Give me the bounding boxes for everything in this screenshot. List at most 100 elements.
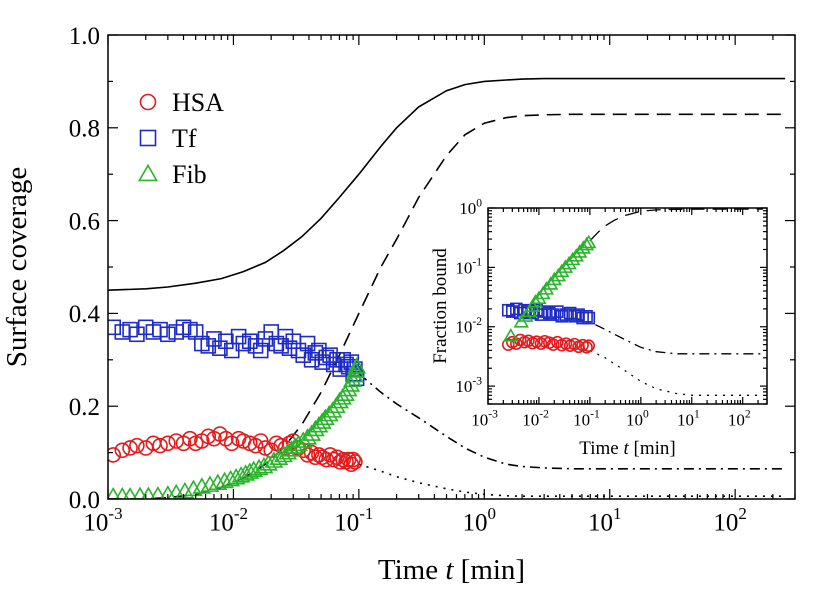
data-point-tf [530,303,543,317]
data-point-hsa [335,451,351,468]
data-point-tf [543,306,556,320]
data-point-fib [269,448,289,466]
model-curve-dashdot [358,373,786,470]
data-point-tf [572,308,585,321]
data-point-fib [571,244,588,258]
data-point-tf [295,347,312,363]
data-point-fib [518,308,534,322]
data-point-fib [531,290,547,304]
model-curve-dotted [574,346,763,396]
data-point-tf [568,309,581,323]
data-point-fib [581,234,597,249]
data-point-tf [160,326,176,343]
inset-y-axis-title: Fraction bound [430,248,451,364]
y-tick-label: 0.6 [69,208,100,235]
model-curve-dashed [589,208,763,242]
data-point-fib [273,445,293,463]
data-point-hsa [160,435,176,452]
data-point-tf [563,306,577,320]
data-point-fib [150,486,166,499]
data-point-fib [192,477,212,494]
model-curve-dashdot [574,317,763,355]
data-point-fib [344,365,364,383]
inset-plot: 10-3 10-2 10-1 100 101 102 10-3 10-2 10-1 100 Time… [430,196,768,459]
legend-label-tf: Tf [172,124,197,153]
inset-x-tick-label: 10-2 [522,408,549,430]
data-point-hsa [325,451,342,468]
x-tick-label: 101 [588,504,622,536]
x-tick-label: 10-2 [209,504,248,536]
data-point-hsa [307,449,324,466]
data-point-tf [206,331,222,347]
y-tick-label: 1.0 [69,23,100,50]
data-point-fib [285,437,305,454]
data-point-fib [141,486,156,499]
inset-x-tick-label: 100 [626,408,649,430]
data-point-fib [282,440,301,457]
data-point-tf [555,309,569,323]
data-point-fib [302,424,322,441]
data-point-hsa [122,440,138,456]
data-point-fib [231,466,251,483]
data-point-fib [200,475,220,492]
data-point-fib [578,236,595,251]
data-point-fib [550,267,567,282]
model-curve-solid [108,77,786,291]
data-point-fib [249,458,269,476]
data-point-fib [319,404,339,422]
data-point-tf [252,342,269,359]
data-point-tf [546,308,560,321]
inset-x-axis-title: Time t [min] [579,438,675,459]
data-point-tf [506,305,519,318]
data-point-fib [208,473,228,491]
data-point-fib [568,248,584,262]
data-point-tf [182,321,198,338]
x-tick-label: 10-3 [83,504,122,536]
data-point-tf [501,303,515,317]
data-point-fib [236,464,256,481]
data-point-hsa [303,444,320,461]
data-point-tf [108,319,121,336]
data-point-fib [546,271,562,286]
data-point-tf [580,309,593,323]
data-point-hsa [152,437,168,454]
y-tick-label: 0.0 [69,487,100,514]
data-point-hsa [129,437,145,454]
data-point-tf [187,324,204,340]
data-point-tf [582,311,596,325]
data-point-tf [273,338,289,354]
data-point-hsa [347,454,363,470]
data-point-fib [346,361,365,378]
inset-x-tick-label: 101 [677,408,700,430]
data-point-fib [503,328,519,342]
data-point-hsa [247,437,264,454]
inset-x-tick-label: 102 [728,408,751,430]
legend-marker-fib [137,163,159,182]
x-tick-label: 100 [463,504,497,536]
data-point-fib [347,357,367,374]
inset-y-tick-label: 10-1 [455,256,482,278]
data-point-tf [241,333,258,350]
data-point-fib [264,451,284,468]
inset-y-tick-label: 100 [459,196,482,218]
legend-label-hsa: HSA [172,88,224,117]
data-point-fib [215,471,235,489]
x-tick-label: 102 [713,504,747,536]
data-point-hsa [580,341,593,354]
main-plot: 10-3 10-2 10-1 100 101 102 0.0 0.2 0.4 0.6 0.8 1.0 T… [1,23,796,586]
data-point-hsa [582,339,596,352]
data-point-fib [554,263,570,278]
data-point-fib [561,255,577,270]
legend: HSA Tf Fib [137,88,224,189]
inset-x-tick-label: 10-1 [573,408,600,430]
data-point-fib [298,428,317,445]
data-point-fib [254,456,274,474]
data-point-hsa [182,430,198,447]
inset-x-tick-label: 10-3 [471,408,498,430]
data-point-tf [559,308,573,321]
y-tick-label: 0.2 [69,394,100,421]
data-point-fib [564,251,581,266]
y-axis-title: Surface coverage [1,167,33,367]
y-tick-label: 0.8 [69,116,100,143]
data-point-hsa [114,442,131,459]
